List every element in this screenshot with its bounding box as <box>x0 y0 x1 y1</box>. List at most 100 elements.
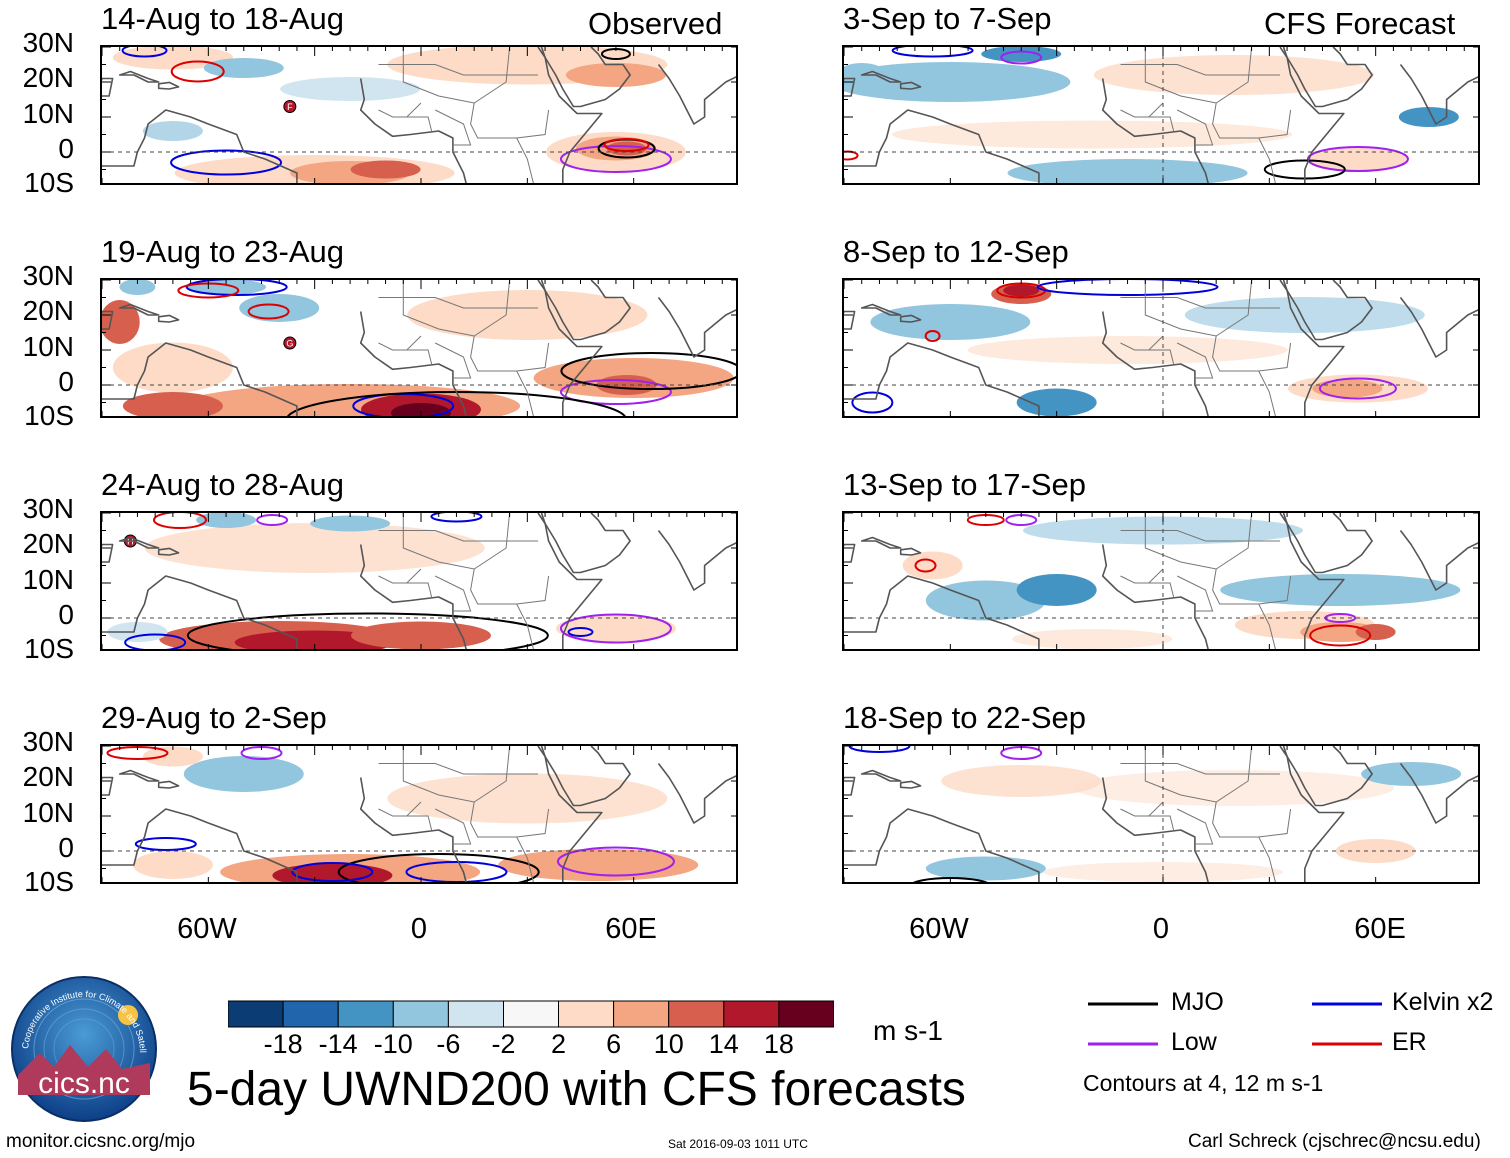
island <box>118 303 160 316</box>
anomaly-shading <box>967 336 1288 364</box>
colorbar-tick-label: -2 <box>491 1029 516 1059</box>
colorbar-swatch <box>503 1000 560 1028</box>
lat-label: 20N <box>22 62 74 93</box>
country-border <box>1176 808 1214 845</box>
country-border <box>1258 370 1276 416</box>
anomaly-shading <box>1016 388 1097 416</box>
country-border <box>1176 109 1214 146</box>
country-border <box>1145 349 1175 365</box>
anomaly-shading <box>407 290 648 340</box>
island <box>118 536 160 549</box>
country-border <box>1120 102 1164 118</box>
map-graphic <box>844 280 1478 416</box>
country-border <box>402 513 511 570</box>
island <box>899 81 922 90</box>
logo-name: cics.nc <box>38 1067 130 1100</box>
coastline <box>844 543 856 563</box>
country-border <box>378 568 422 584</box>
lon-label: 0 <box>1152 913 1170 945</box>
country-border <box>1258 137 1276 183</box>
lat-label: 10S <box>24 866 74 897</box>
anomaly-shading <box>144 523 485 573</box>
lon-label: 0 <box>410 913 428 945</box>
map-graphic: F <box>102 47 736 183</box>
colorbar-swatch <box>668 1000 725 1028</box>
country-border <box>1144 513 1253 570</box>
map-panel-forecast-1 <box>842 45 1480 185</box>
wave-contour <box>121 47 168 58</box>
wave-contour <box>256 514 289 526</box>
coastline <box>540 746 631 807</box>
country-border <box>1120 335 1164 351</box>
map-panel-observed-4 <box>100 744 738 884</box>
country-border <box>470 568 550 605</box>
coastline <box>1282 280 1373 341</box>
anomaly-shading <box>280 77 421 101</box>
lat-label: 10S <box>24 633 74 664</box>
lon-label: 60W <box>909 913 969 945</box>
country-border <box>1258 603 1276 649</box>
anomaly-shading <box>1043 862 1283 882</box>
island <box>118 769 160 782</box>
anomaly-shading <box>1312 379 1383 398</box>
lat-label: 20N <box>22 528 74 559</box>
country-border <box>1176 575 1214 612</box>
anomaly-shading <box>892 120 1293 149</box>
wave-contour <box>186 612 549 649</box>
panel-title: 13-Sep to 17-Sep <box>843 467 1087 502</box>
coastline <box>844 77 856 97</box>
coastline <box>102 776 114 796</box>
country-border <box>378 297 538 309</box>
country-border <box>516 370 534 416</box>
colorbar-tick-label: 14 <box>708 1029 739 1059</box>
country-border <box>378 530 538 542</box>
coastline <box>1399 530 1478 591</box>
country-border <box>1144 280 1253 337</box>
anomaly-shading <box>107 622 168 642</box>
map-graphic <box>102 746 736 882</box>
coastline <box>1101 47 1345 183</box>
lat-label: 30N <box>22 27 74 58</box>
lat-label: 30N <box>22 493 74 524</box>
storm-marker <box>283 100 297 113</box>
country-border <box>1212 568 1292 605</box>
coastline <box>359 746 603 882</box>
wave-contour <box>914 558 937 573</box>
country-border <box>403 349 433 365</box>
anomaly-shading <box>1307 147 1408 171</box>
anomaly-shading <box>239 294 320 322</box>
anomaly-shading <box>498 849 699 881</box>
colorbar-tick-label: 2 <box>551 1029 567 1059</box>
map-graphic <box>844 47 1478 183</box>
contour-note: Contours at 4, 12 m s-1 <box>1083 1070 1324 1096</box>
anomaly-shading <box>112 47 233 70</box>
coastline <box>1282 746 1373 807</box>
anomaly-shading <box>870 304 1031 340</box>
country-border <box>470 335 550 372</box>
anomaly-shading <box>122 392 223 416</box>
lon-label: 60E <box>605 913 657 945</box>
country-border <box>434 109 472 146</box>
colorbar-units: m s-1 <box>873 1015 943 1046</box>
island <box>899 314 922 323</box>
panel-title: 18-Sep to 22-Sep <box>843 700 1087 735</box>
wave-contour <box>559 613 672 644</box>
wave-contour <box>891 47 974 58</box>
wave-contour <box>924 330 941 342</box>
legend-swatch-kelvin <box>1312 1002 1382 1006</box>
lat-label: 0 <box>58 599 74 630</box>
map-panel-forecast-4 <box>842 744 1480 884</box>
wave-contour <box>1036 280 1219 296</box>
anomaly-shading <box>387 773 668 824</box>
island <box>860 536 902 549</box>
lat-label: 10N <box>22 564 74 595</box>
colorbar-swatch <box>558 1000 615 1028</box>
coastline <box>844 776 856 796</box>
coastline <box>657 530 736 591</box>
storm-marker-letter: G <box>286 339 293 349</box>
main-title: 5-day UWND200 with CFS forecasts <box>187 1063 966 1116</box>
wave-contour <box>1309 624 1372 647</box>
country-border <box>1120 568 1164 584</box>
anomaly-shading <box>1012 629 1173 649</box>
island <box>899 780 922 789</box>
